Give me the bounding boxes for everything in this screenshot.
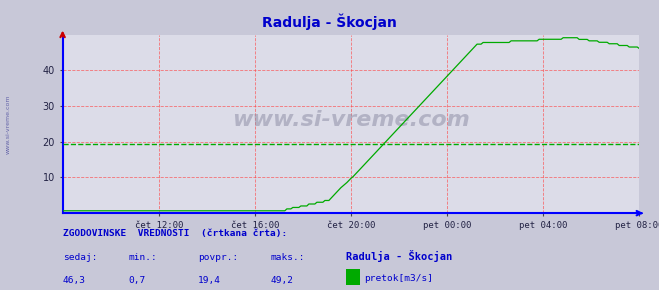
Text: www.si-vreme.com: www.si-vreme.com	[232, 110, 470, 130]
Text: sedaj:: sedaj:	[63, 253, 97, 262]
Text: 49,2: 49,2	[270, 276, 293, 285]
Text: 19,4: 19,4	[198, 276, 221, 285]
Text: Radulja - Škocjan: Radulja - Škocjan	[262, 13, 397, 30]
Text: min.:: min.:	[129, 253, 158, 262]
Text: Radulja - Škocjan: Radulja - Škocjan	[346, 250, 452, 262]
Text: ZGODOVINSKE  VREDNOSTI  (črtkana črta):: ZGODOVINSKE VREDNOSTI (črtkana črta):	[63, 229, 287, 238]
Text: www.si-vreme.com: www.si-vreme.com	[5, 95, 11, 155]
Text: maks.:: maks.:	[270, 253, 304, 262]
Text: povpr.:: povpr.:	[198, 253, 238, 262]
Text: 0,7: 0,7	[129, 276, 146, 285]
Text: 46,3: 46,3	[63, 276, 86, 285]
Text: pretok[m3/s]: pretok[m3/s]	[364, 274, 434, 283]
